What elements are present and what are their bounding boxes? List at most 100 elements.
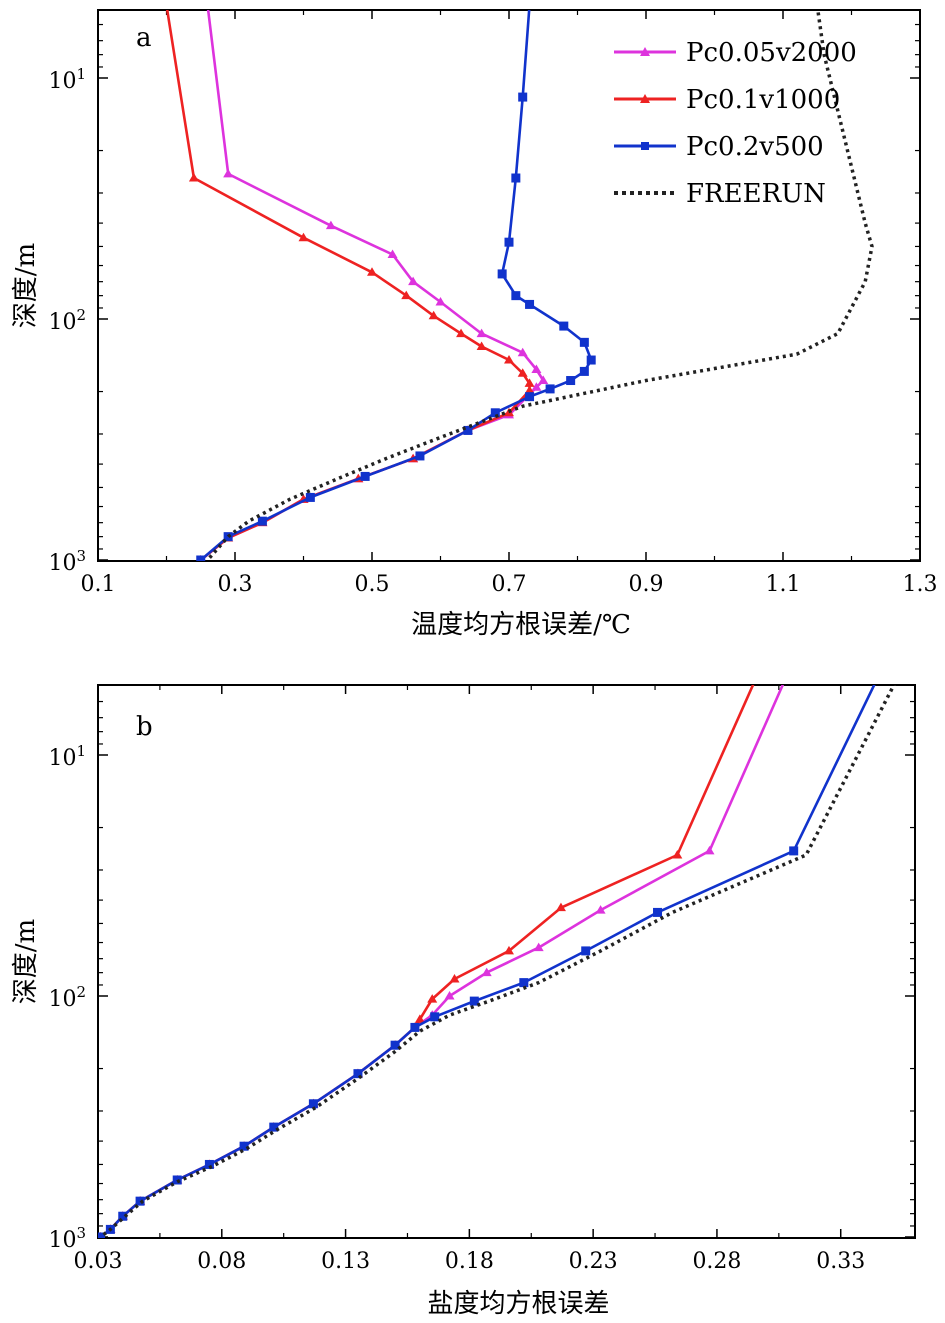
data-point xyxy=(415,451,425,461)
data-point xyxy=(428,310,439,320)
data-point xyxy=(430,1012,440,1022)
data-point xyxy=(387,249,398,259)
x-tick-label: 0.3 xyxy=(218,572,253,597)
data-point xyxy=(579,337,589,347)
data-point xyxy=(490,408,500,418)
data-point xyxy=(704,845,715,855)
x-tick-label: 0.1 xyxy=(81,572,116,597)
series-line-pc0-2v500 xyxy=(199,10,593,561)
data-point xyxy=(476,328,487,338)
legend-label: FREERUN xyxy=(686,179,826,209)
legend-marker xyxy=(640,94,650,103)
data-point xyxy=(579,366,589,376)
y-tick-label: 102 xyxy=(48,983,86,1012)
series-line-pc0-1v1000 xyxy=(99,685,755,1238)
series-group xyxy=(98,685,896,1238)
series-line-pc0-1v1000 xyxy=(165,10,531,561)
plot-frame xyxy=(97,684,916,1239)
legend-label: Pc0.05v2000 xyxy=(686,38,857,68)
y-axis-title: 深度/m xyxy=(11,243,41,328)
x-tick-label: 0.18 xyxy=(445,1249,494,1274)
data-point xyxy=(463,425,473,435)
data-point xyxy=(511,173,521,183)
data-point xyxy=(524,385,535,394)
data-point xyxy=(98,1232,105,1238)
data-point xyxy=(481,967,492,977)
x-tick-label: 0.7 xyxy=(492,572,527,597)
data-point xyxy=(353,1069,363,1079)
data-point xyxy=(566,376,576,386)
data-point xyxy=(533,942,544,952)
data-point xyxy=(456,328,467,338)
data-point xyxy=(517,368,528,377)
data-point xyxy=(410,1022,420,1032)
data-point xyxy=(504,355,514,364)
legend-label: Pc0.2v500 xyxy=(686,132,824,162)
x-tick-label: 0.03 xyxy=(74,1249,123,1274)
data-point xyxy=(223,168,234,178)
series-line-pc0-05v2000 xyxy=(199,10,545,561)
panel-label: a xyxy=(136,23,152,53)
data-point xyxy=(497,269,507,279)
series-line-freerun xyxy=(206,10,874,561)
series-line-pc0-05v2000 xyxy=(99,685,785,1238)
data-point xyxy=(196,555,206,561)
x-tick-label: 1.1 xyxy=(766,572,801,597)
data-point xyxy=(305,492,315,502)
x-tick-label: 0.08 xyxy=(197,1249,246,1274)
data-point xyxy=(390,1040,400,1050)
data-point xyxy=(595,905,606,914)
data-point xyxy=(360,471,370,481)
data-point xyxy=(325,220,336,230)
data-point xyxy=(531,382,542,391)
data-point xyxy=(239,1141,249,1151)
y-tick-label: 102 xyxy=(48,306,86,335)
data-point xyxy=(503,945,514,955)
x-tick-label: 0.33 xyxy=(816,1249,865,1274)
x-tick-label: 0.13 xyxy=(321,1249,370,1274)
x-axis-title: 温度均方根误差/℃ xyxy=(411,610,631,640)
data-point xyxy=(581,946,591,956)
data-point xyxy=(204,1159,214,1169)
data-point xyxy=(653,907,663,917)
data-point xyxy=(531,364,542,373)
data-point xyxy=(517,347,528,357)
data-point xyxy=(555,902,566,912)
data-point xyxy=(427,994,438,1003)
data-point xyxy=(469,996,479,1006)
y-tick-label: 101 xyxy=(48,65,86,94)
data-point xyxy=(414,1014,425,1023)
data-point xyxy=(504,237,514,247)
panel-label: b xyxy=(136,712,153,742)
y-axis-title: 深度/m xyxy=(11,919,41,1004)
x-tick-label: 0.28 xyxy=(692,1249,741,1274)
data-point xyxy=(401,290,412,300)
data-point xyxy=(188,173,199,182)
legend-label: Pc0.1v1000 xyxy=(686,85,840,115)
data-point xyxy=(367,267,377,276)
panel-b: 0.03 0.08 0.13 0.18 0.23 0.28 0.33 101 102 103 盐度均… xyxy=(11,684,916,1319)
data-point xyxy=(435,296,446,306)
panel-a: 0.1 0.3 0.5 0.7 0.9 1.1 1.3 101 102 103 温度均方根误差/℃ 深… xyxy=(11,9,938,640)
data-point xyxy=(449,973,460,983)
data-point xyxy=(257,516,267,526)
legend-marker xyxy=(640,47,650,56)
data-point xyxy=(269,1122,279,1132)
data-point xyxy=(789,846,799,856)
x-tick-label: 0.23 xyxy=(569,1249,618,1274)
data-point xyxy=(586,355,596,365)
data-point xyxy=(524,378,535,387)
series-group xyxy=(165,10,874,561)
data-point xyxy=(538,375,549,385)
data-point xyxy=(308,1099,318,1109)
series-line-pc0-2v500 xyxy=(99,685,876,1238)
data-point xyxy=(476,341,487,350)
y-tick-label: 103 xyxy=(48,547,86,576)
data-point xyxy=(519,978,529,988)
x-tick-label: 1.3 xyxy=(903,572,938,597)
data-point xyxy=(118,1211,128,1221)
y-tick-label: 103 xyxy=(48,1224,86,1253)
x-tick-label: 0.9 xyxy=(629,572,664,597)
data-point xyxy=(525,299,535,309)
